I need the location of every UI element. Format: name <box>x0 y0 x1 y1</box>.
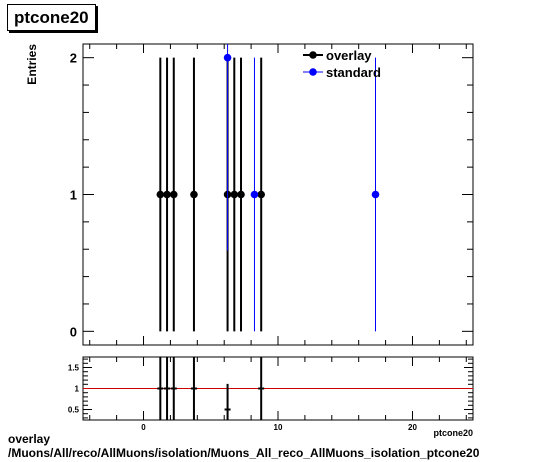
overlay-point <box>230 190 239 199</box>
caption-line-2: /Muons/All/reco/AllMuons/isolation/Muons… <box>8 446 480 460</box>
standard-point <box>223 53 232 62</box>
caption-line-1: overlay <box>8 432 51 446</box>
overlay-point <box>163 190 171 199</box>
standard-point <box>371 190 380 199</box>
x-axis-label: ptcone20 <box>433 428 473 438</box>
ratio-y-tick-label: 0.5 <box>68 406 80 415</box>
y-axis-label: Entries <box>25 44 39 85</box>
legend-marker-standard <box>309 68 317 76</box>
main-plot-frame <box>82 43 474 346</box>
main-plot-marks <box>156 44 380 332</box>
legend-label-overlay: overlay <box>326 48 372 63</box>
legend: overlay standard <box>303 48 381 80</box>
x-tick-label: 10 <box>274 423 283 432</box>
overlay-point <box>237 190 245 199</box>
ratio-y-tick-label: 1 <box>75 385 80 394</box>
plot-title: ptcone20 <box>7 4 96 31</box>
ratio-plot-marks <box>83 357 473 420</box>
main-plot-axes: 0 1 2 <box>70 44 473 345</box>
caption: overlay /Muons/All/reco/AllMuons/isolati… <box>8 432 479 460</box>
y-tick-label: 0 <box>70 324 77 339</box>
plot-frame-rect <box>82 43 474 346</box>
legend-label-standard: standard <box>326 65 381 80</box>
overlay-point <box>257 190 265 199</box>
x-tick-label: 0 <box>141 423 146 432</box>
ratio-plot-axes: 0 10 20 0.5 1 1.5 <box>68 357 473 432</box>
y-tick-label: 2 <box>70 51 77 66</box>
y-tick-label: 1 <box>70 188 77 203</box>
ratio-y-tick-label: 1.5 <box>68 364 80 373</box>
standard-point <box>250 190 259 199</box>
x-tick-label: 20 <box>408 423 417 432</box>
overlay-point <box>190 190 198 199</box>
overlay-point <box>169 190 178 199</box>
legend-marker-overlay <box>309 51 317 59</box>
overlay-point <box>156 190 165 199</box>
